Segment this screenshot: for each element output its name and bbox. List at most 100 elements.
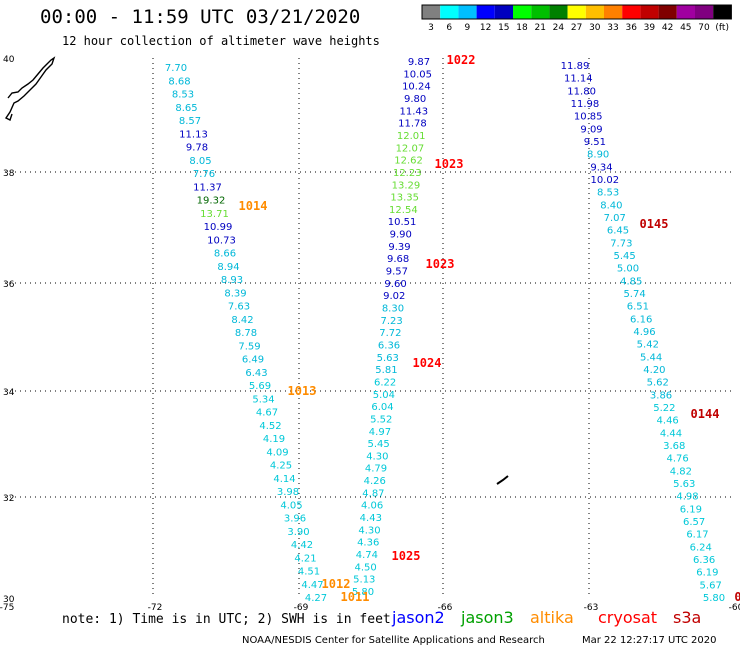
wave-height-value: 8.94 bbox=[217, 262, 239, 273]
wave-height-value: 4.46 bbox=[657, 416, 679, 427]
wave-height-value: 4.06 bbox=[361, 501, 383, 512]
wave-height-value: 4.87 bbox=[362, 488, 384, 499]
wave-height-value: 6.36 bbox=[693, 555, 715, 566]
wave-height-value: 3.90 bbox=[287, 527, 309, 538]
legend-label: 12 bbox=[480, 23, 491, 33]
wave-height-value: 10.99 bbox=[204, 222, 233, 233]
lat-tick-label: 34 bbox=[3, 388, 15, 398]
legend-jason2: jason2 bbox=[392, 608, 445, 627]
wave-height-value: 9.78 bbox=[186, 143, 208, 154]
wave-height-value: 9.34 bbox=[590, 162, 612, 173]
pass-time-label: 0 bbox=[734, 590, 740, 604]
wave-height-value: 7.73 bbox=[610, 238, 632, 249]
legend-swatch bbox=[695, 5, 714, 19]
wave-height-value: 6.24 bbox=[690, 542, 712, 553]
legend-label: 70 bbox=[698, 23, 710, 33]
wave-height-value: 8.68 bbox=[168, 76, 190, 87]
color-scale-legend: 3 6 9 12 15 18 21 24 27 30 33 36 39 42 45 70 (ft) bbox=[421, 4, 732, 33]
wave-height-value: 13.29 bbox=[392, 180, 421, 191]
legend-label: 45 bbox=[680, 23, 691, 33]
wave-height-value: 5.04 bbox=[373, 390, 395, 401]
legend-swatch bbox=[440, 5, 459, 19]
wave-height-value: 7.72 bbox=[379, 328, 401, 339]
wave-height-value: 11.37 bbox=[193, 182, 222, 193]
wave-height-value: 5.63 bbox=[377, 353, 399, 364]
legend-label: 36 bbox=[625, 23, 637, 33]
lon-tick-label: -75 bbox=[0, 603, 14, 613]
lat-tick-label: 40 bbox=[3, 55, 15, 65]
legend-swatch bbox=[494, 5, 513, 19]
wave-height-value: 11.14 bbox=[564, 74, 593, 85]
wave-height-value: 9.51 bbox=[584, 137, 606, 148]
wave-height-value: 5.52 bbox=[370, 414, 392, 425]
wave-height-value: 5.00 bbox=[617, 264, 639, 275]
wave-height-value: 12.54 bbox=[389, 205, 418, 216]
wave-height-value: 7.76 bbox=[193, 169, 215, 180]
wave-height-value: 4.30 bbox=[366, 451, 388, 462]
wave-height-value: 12.01 bbox=[397, 131, 426, 142]
lon-tick-label: -66 bbox=[438, 603, 453, 613]
pass-time-label: 1024 bbox=[413, 356, 442, 370]
wave-height-value: 9.90 bbox=[390, 230, 412, 241]
legend-swatch bbox=[531, 5, 550, 19]
legend-cryosat: cryosat bbox=[598, 608, 658, 627]
wave-height-value: 6.43 bbox=[245, 368, 267, 379]
wave-height-value: 7.07 bbox=[604, 213, 626, 224]
wave-height-value: 5.63 bbox=[673, 479, 695, 490]
legend-label: 27 bbox=[571, 23, 582, 33]
wave-height-value: 9.60 bbox=[384, 279, 406, 290]
map-title: 00:00 - 11:59 UTC 03/21/2020 bbox=[40, 6, 361, 28]
wave-height-value: 6.19 bbox=[696, 568, 718, 579]
wave-height-value: 11.78 bbox=[398, 119, 427, 130]
wave-height-value: 4.14 bbox=[273, 474, 295, 485]
legend-swatch bbox=[622, 5, 641, 19]
wave-height-value: 8.40 bbox=[600, 200, 622, 211]
lat-tick-label: 32 bbox=[3, 494, 14, 504]
wave-height-value: 11.13 bbox=[179, 129, 208, 140]
wave-height-value: 4.67 bbox=[256, 408, 278, 419]
wave-height-value: 6.22 bbox=[374, 377, 396, 388]
wave-height-value: 12.07 bbox=[396, 143, 425, 154]
wave-height-value: 5.62 bbox=[647, 378, 669, 389]
wave-height-value: 9.02 bbox=[383, 291, 405, 302]
legend-label: 21 bbox=[534, 23, 545, 33]
wave-height-value: 4.98 bbox=[676, 492, 698, 503]
wave-height-value: 10.24 bbox=[402, 82, 431, 93]
wave-height-value: 5.44 bbox=[640, 352, 662, 363]
lat-tick-label: 36 bbox=[3, 280, 15, 290]
wave-height-value: 4.85 bbox=[620, 276, 642, 287]
wave-height-value: 8.30 bbox=[382, 304, 404, 315]
wave-height-value: 3.96 bbox=[284, 514, 306, 525]
wave-height-value: 4.52 bbox=[259, 421, 281, 432]
wave-height-value: 11.80 bbox=[567, 86, 596, 97]
lat-tick-label: 38 bbox=[3, 169, 15, 179]
wave-height-value: 9.68 bbox=[387, 254, 409, 265]
wave-height-value: 6.45 bbox=[607, 226, 629, 237]
wave-height-value: 5.69 bbox=[249, 381, 271, 392]
wave-height-value: 8.78 bbox=[235, 328, 257, 339]
wave-height-value: 5.45 bbox=[367, 439, 389, 450]
timestamp: Mar 22 12:27:17 UTC 2020 bbox=[582, 635, 717, 646]
wave-height-value: 5.74 bbox=[623, 289, 645, 300]
wave-height-value: 11.98 bbox=[571, 99, 600, 110]
wave-height-value: 5.80 bbox=[352, 587, 374, 598]
wave-height-value: 4.09 bbox=[266, 447, 288, 458]
legend-label: 30 bbox=[589, 23, 601, 33]
coastline bbox=[4, 56, 509, 485]
wave-height-value: 4.79 bbox=[365, 464, 387, 475]
wave-height-value: 9.57 bbox=[386, 267, 408, 278]
pass-time-label: 1013 bbox=[288, 384, 317, 398]
wave-height-value: 4.44 bbox=[660, 428, 682, 439]
wave-height-value: 8.90 bbox=[587, 150, 609, 161]
wave-height-value: 4.97 bbox=[369, 427, 391, 438]
wave-height-value: 4.25 bbox=[270, 461, 292, 472]
wave-height-value: 4.42 bbox=[291, 540, 313, 551]
legend-label: 33 bbox=[607, 23, 618, 33]
wave-height-value: 4.21 bbox=[294, 553, 316, 564]
map-grid bbox=[5, 58, 734, 598]
wave-height-value: 6.16 bbox=[630, 314, 652, 325]
wave-height-value: 13.71 bbox=[200, 209, 229, 220]
lon-tick-label: -69 bbox=[294, 603, 309, 613]
legend-swatch bbox=[549, 5, 568, 19]
coastline-shape bbox=[4, 56, 56, 121]
